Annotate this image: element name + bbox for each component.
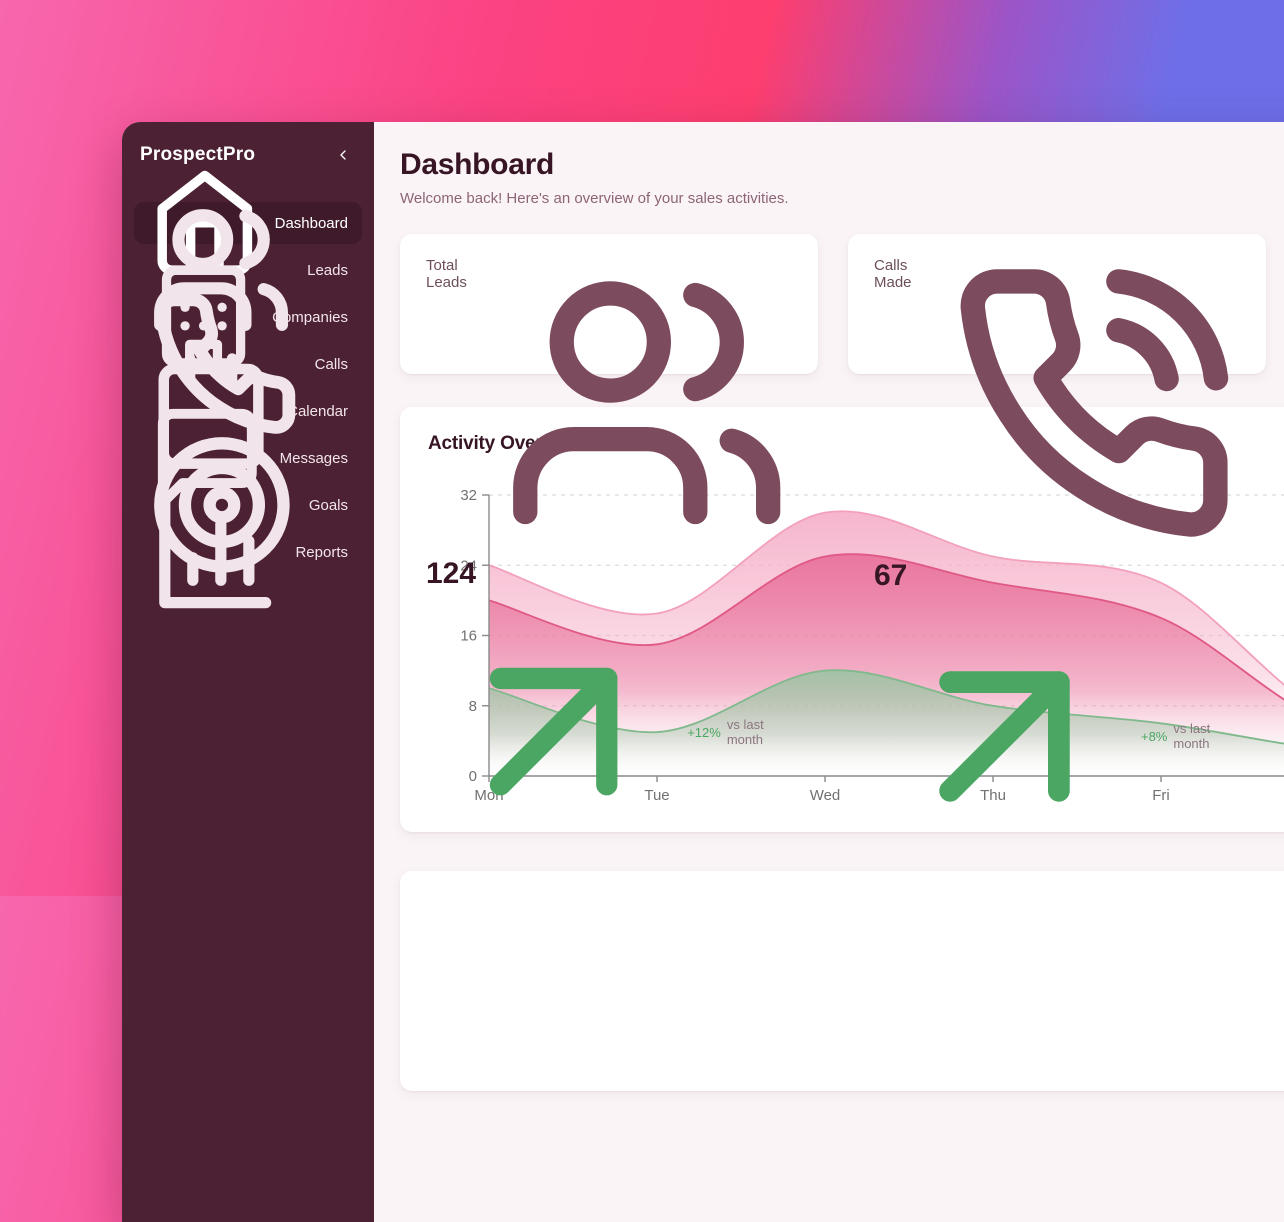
stats-row: Total Leads 124 +12% vs last month Calls Mad… — [400, 234, 1284, 802]
users-icon — [501, 257, 792, 548]
sidebar-collapse-button[interactable] — [332, 144, 354, 166]
svg-text:Tue: Tue — [644, 787, 669, 804]
sidebar-item-reports[interactable]: Reports — [134, 495, 362, 609]
next-section-card — [400, 871, 1284, 1091]
app-window: ProspectPro Dashboard Leads Companies Calls… — [122, 122, 1284, 1222]
sidebar-item-label: Companies — [272, 308, 348, 326]
brand-title: ProspectPro — [140, 144, 256, 165]
stat-card-total-leads: Total Leads 124 +12% vs last month — [400, 234, 818, 796]
page-subtitle: Welcome back! Here's an overview of your… — [400, 190, 789, 207]
svg-text:8: 8 — [469, 698, 477, 715]
stat-trend: +8% vs last month — [874, 606, 1240, 867]
svg-text:16: 16 — [460, 628, 477, 645]
stat-trend: +12% vs last month — [426, 604, 792, 859]
sidebar-item-label: Dashboard — [274, 214, 348, 232]
trend-suffix: vs last month — [1173, 721, 1211, 752]
stat-label: Calls Made — [874, 257, 912, 291]
trending-up-icon — [874, 606, 1135, 867]
phone-call-icon — [947, 257, 1240, 550]
svg-text:24: 24 — [460, 557, 477, 574]
sidebar-item-label: Messages — [279, 449, 348, 467]
sidebar-header: ProspectPro — [134, 144, 362, 166]
trend-percent: +8% — [1140, 728, 1168, 744]
stat-label: Total Leads — [426, 257, 467, 291]
trending-up-icon — [426, 604, 681, 859]
chevron-left-icon — [335, 147, 351, 163]
sidebar-item-label: Leads — [307, 261, 348, 279]
trend-suffix: vs last month — [726, 717, 764, 748]
svg-text:Fri: Fri — [1152, 787, 1170, 804]
svg-text:Wed: Wed — [810, 787, 841, 804]
svg-text:Thu: Thu — [980, 787, 1006, 804]
sidebar-item-label: Calendar — [287, 402, 348, 420]
svg-text:32: 32 — [460, 487, 477, 504]
sidebar-nav: Dashboard Leads Companies Calls Calendar Mess… — [134, 170, 362, 609]
stat-value: 124 — [426, 557, 477, 591]
activity-overview-card: Activity Overview 0 8 16 24 32 Mon Tue Wed Thu Fr… — [400, 407, 1284, 832]
trend-percent: +12% — [687, 724, 721, 740]
svg-text:0: 0 — [469, 768, 477, 785]
sidebar-item-label: Calls — [314, 355, 348, 373]
bar-chart-icon — [148, 485, 282, 619]
main-content: Dashboard Welcome back! Here's an overvi… — [374, 122, 1284, 1222]
page-title: Dashboard — [400, 148, 554, 181]
stat-value: 67 — [874, 558, 908, 592]
sidebar-item-label: Goals — [308, 496, 348, 514]
sidebar-item-label: Reports — [295, 543, 348, 561]
stat-card-calls-made: Calls Made 67 +8% vs last month — [848, 234, 1266, 802]
sidebar: ProspectPro Dashboard Leads Companies Calls… — [122, 122, 374, 1222]
